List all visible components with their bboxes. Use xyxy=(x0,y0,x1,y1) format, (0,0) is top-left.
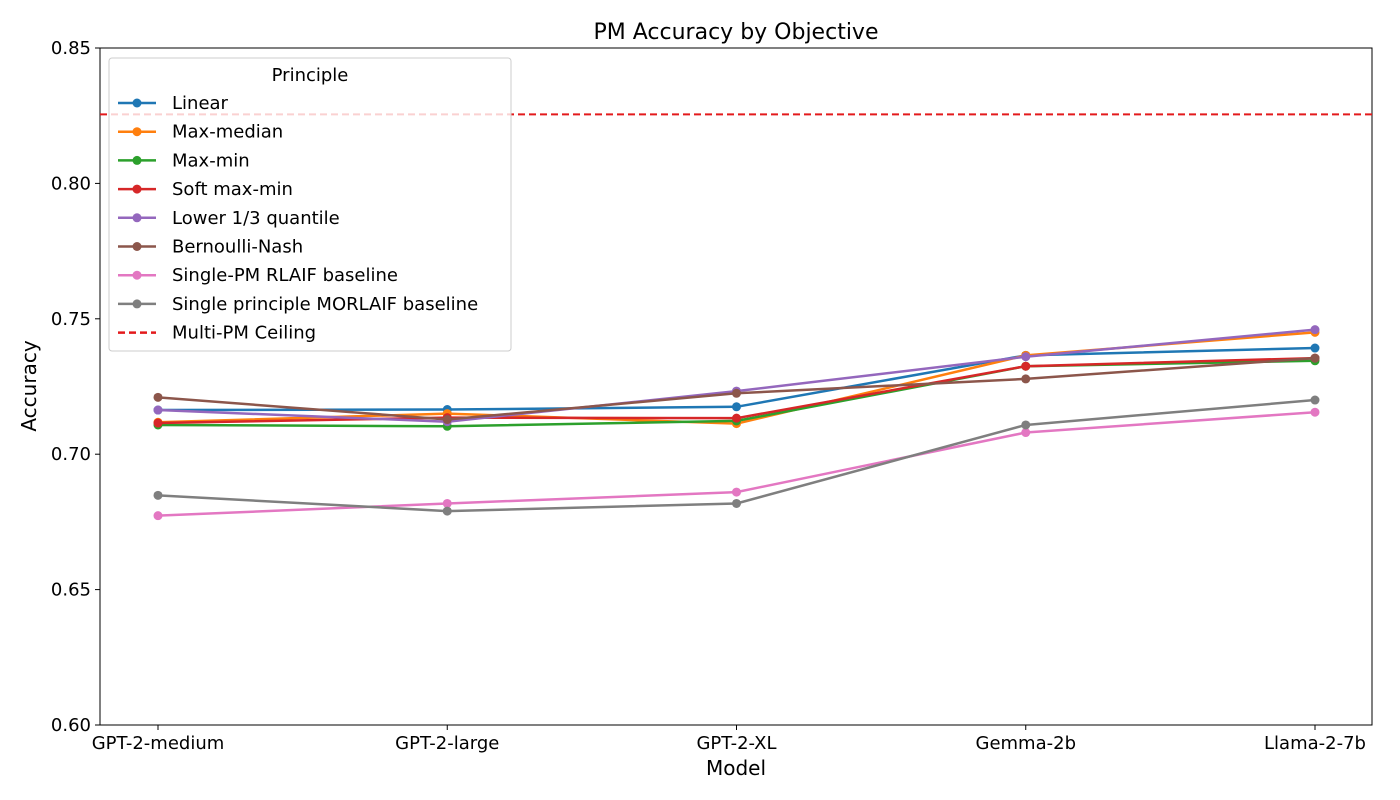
legend-item-lower-1-3-quantile: Lower 1/3 quantile xyxy=(118,208,340,229)
legend-label: Max-median xyxy=(172,122,283,143)
data-point xyxy=(1310,353,1320,363)
data-point xyxy=(1310,325,1320,335)
legend-label: Linear xyxy=(172,93,229,114)
legend-marker xyxy=(132,242,142,251)
x-tick-label: Gemma-2b xyxy=(976,733,1077,754)
legend-marker xyxy=(132,127,142,137)
data-point xyxy=(1310,395,1320,405)
y-tick-label: 0.75 xyxy=(51,309,91,330)
data-point xyxy=(1310,407,1320,417)
legend-title: Principle xyxy=(272,65,349,86)
series-linear xyxy=(153,343,1320,415)
y-tick-label: 0.60 xyxy=(51,715,91,736)
x-tick-label: GPT-2-medium xyxy=(92,733,225,754)
series-single-pm-rlaif-baseline xyxy=(153,407,1320,521)
y-tick-label: 0.65 xyxy=(51,580,91,601)
legend-marker xyxy=(132,98,142,108)
y-tick-label: 0.70 xyxy=(51,444,91,465)
legend-item-multi-pm-ceiling: Multi-PM Ceiling xyxy=(118,323,316,344)
legend-item-single-principle-morlaif-baseline: Single principle MORLAIF baseline xyxy=(118,294,478,315)
data-point xyxy=(442,498,452,508)
legend-label: Single principle MORLAIF baseline xyxy=(172,294,478,315)
legend-item-bernoulli-nash: Bernoulli-Nash xyxy=(118,237,303,258)
data-point xyxy=(732,413,741,423)
legend-marker xyxy=(132,155,142,165)
data-point xyxy=(732,388,741,398)
legend: Principle Linear Max-median Max-min Soft ma… xyxy=(108,57,512,352)
data-point xyxy=(1021,361,1031,371)
legend-label: Bernoulli-Nash xyxy=(172,237,303,258)
data-point xyxy=(1021,420,1031,430)
series-bernoulli-nash xyxy=(153,353,1320,425)
x-tick-label: GPT-2-large xyxy=(395,733,499,754)
legend-item-max-min: Max-min xyxy=(118,150,250,171)
legend-label: Soft max-min xyxy=(172,179,293,200)
legend-item-single-pm-rlaif-baseline: Single-PM RLAIF baseline xyxy=(118,265,398,286)
series-line xyxy=(157,346,1316,412)
legend-frame xyxy=(108,57,512,352)
legend-label: Lower 1/3 quantile xyxy=(172,208,340,229)
data-point xyxy=(153,490,163,500)
legend-marker xyxy=(132,299,142,309)
data-point xyxy=(442,415,452,425)
legend-label: Max-min xyxy=(172,150,250,171)
legend-item-max-median: Max-median xyxy=(118,122,283,143)
y-tick-label: 0.80 xyxy=(51,173,91,194)
x-tick-label: GPT-2-XL xyxy=(696,733,776,754)
legend-marker xyxy=(132,270,142,280)
data-point xyxy=(1021,374,1031,384)
legend-item-soft-max-min: Soft max-min xyxy=(118,179,293,200)
legend-marker xyxy=(132,184,142,194)
y-axis-label: Accuracy xyxy=(17,340,41,431)
legend-label: Multi-PM Ceiling xyxy=(172,323,316,344)
legend-item-linear: Linear xyxy=(118,93,229,114)
data-point xyxy=(153,418,163,428)
data-point xyxy=(442,506,452,516)
data-point xyxy=(1310,343,1320,353)
data-point xyxy=(153,511,163,521)
data-point xyxy=(153,392,163,402)
y-tick-label: 0.85 xyxy=(51,38,91,59)
data-point xyxy=(153,405,163,415)
data-point xyxy=(1021,428,1031,438)
data-point xyxy=(732,487,741,497)
legend-label: Single-PM RLAIF baseline xyxy=(172,265,398,286)
x-axis-label: Model xyxy=(706,756,766,780)
x-tick-label: Llama-2-7b xyxy=(1264,733,1366,754)
data-point xyxy=(732,498,741,508)
data-point xyxy=(732,402,741,412)
data-point xyxy=(1021,352,1031,362)
chart-title: PM Accuracy by Objective xyxy=(594,20,879,45)
legend-marker xyxy=(132,213,142,223)
series-single-principle-morlaif-baseline xyxy=(153,395,1320,516)
